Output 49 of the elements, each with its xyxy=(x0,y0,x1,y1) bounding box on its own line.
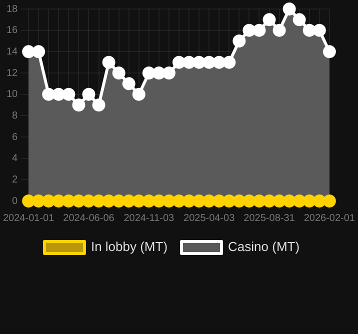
point xyxy=(292,13,306,26)
y-tick-label: 10 xyxy=(6,89,18,100)
point xyxy=(202,56,216,69)
point xyxy=(82,88,96,101)
legend-label: In lobby (MT) xyxy=(90,239,168,254)
legend-label: Casino (MT) xyxy=(228,239,300,254)
point xyxy=(42,88,56,101)
point xyxy=(142,66,156,80)
x-tick-label: 2025-04-03 xyxy=(184,212,236,224)
y-tick-label: 14 xyxy=(6,46,18,58)
point xyxy=(92,98,106,112)
x-tick-label: 2024-11-03 xyxy=(124,212,175,224)
point xyxy=(282,194,296,208)
y-tick-label: 0 xyxy=(12,196,18,207)
y-tick-label: 12 xyxy=(6,68,18,79)
point xyxy=(232,34,246,48)
point xyxy=(172,56,186,69)
point xyxy=(272,24,286,37)
x-tick-label: 2026-02-01 xyxy=(304,212,356,224)
x-tick-label: 2024-01-01 xyxy=(3,212,55,224)
point xyxy=(132,88,146,101)
point xyxy=(192,56,206,69)
point xyxy=(222,56,236,69)
point xyxy=(162,66,176,80)
point xyxy=(262,13,276,26)
point xyxy=(252,24,266,37)
point xyxy=(72,98,86,112)
point xyxy=(212,56,226,69)
point xyxy=(102,56,116,69)
y-tick-label: 4 xyxy=(12,153,18,164)
y-tick-label: 2 xyxy=(12,174,18,186)
x-tick-label: 2025-08-31 xyxy=(244,212,296,224)
point xyxy=(62,88,76,101)
y-tick-label: 8 xyxy=(12,110,18,122)
y-tick-label: 16 xyxy=(6,25,18,36)
y-tick-label: 18 xyxy=(6,4,18,15)
point xyxy=(112,66,126,80)
point xyxy=(282,2,296,16)
point xyxy=(312,24,326,37)
point xyxy=(152,66,166,80)
point xyxy=(32,45,46,58)
point xyxy=(242,24,256,37)
point xyxy=(182,56,196,69)
point xyxy=(52,88,66,101)
x-tick-label: 2024-06-06 xyxy=(63,212,115,224)
point xyxy=(122,77,136,90)
point xyxy=(302,24,316,37)
y-tick-label: 6 xyxy=(12,132,18,143)
point xyxy=(322,45,336,58)
